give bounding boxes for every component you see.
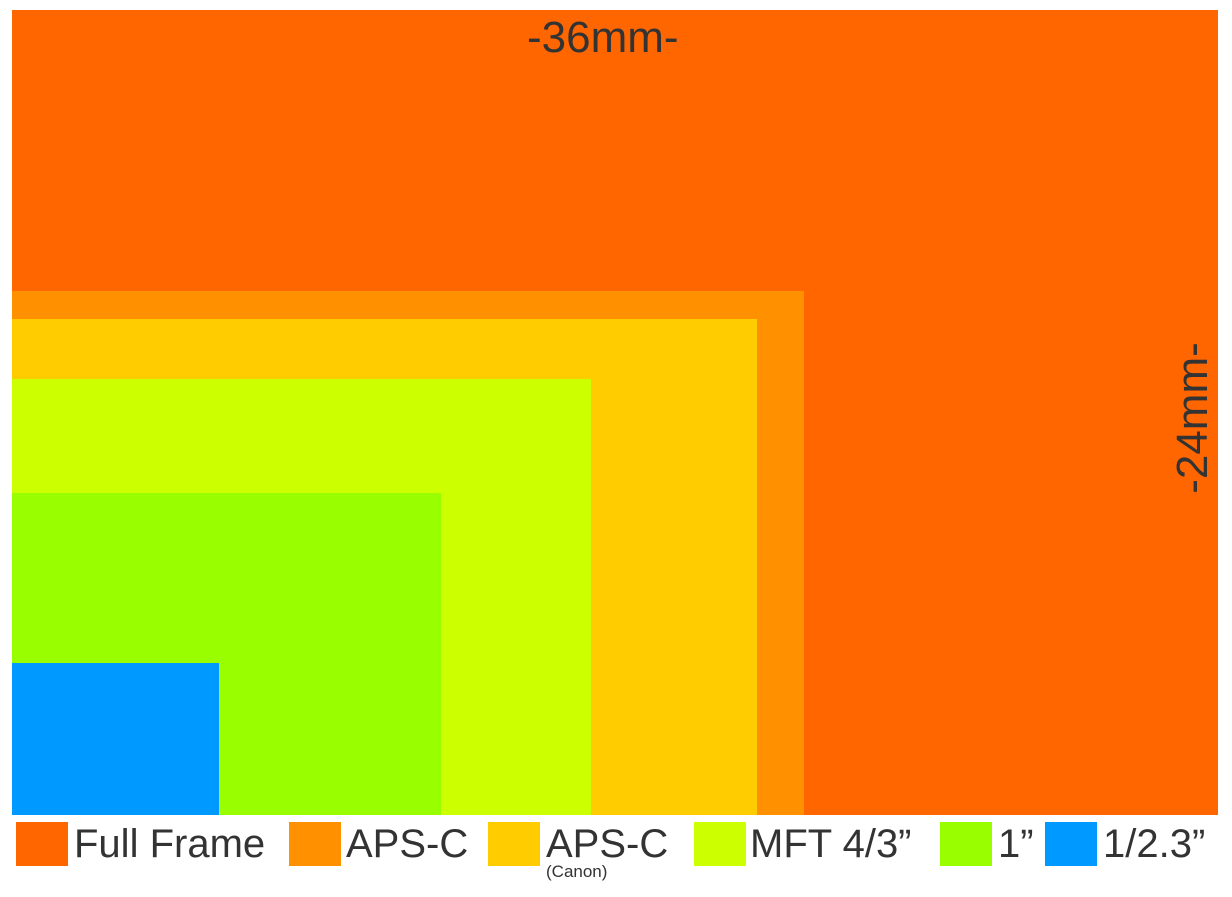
legend-label-full-frame: Full Frame — [74, 822, 266, 866]
one-2-3-inch-sensor — [12, 663, 219, 815]
legend-label-one-2-3-inch: 1/2.3” — [1103, 822, 1206, 866]
legend-swatch-full-frame — [16, 822, 68, 866]
legend-label-aps-c-canon: APS-C — [546, 822, 669, 866]
legend-label-aps-c: APS-C — [346, 822, 469, 866]
legend-sublabel-canon: (Canon) — [546, 862, 608, 881]
width-dimension-label: -36mm- — [527, 13, 679, 62]
legend-swatch-one-inch — [940, 822, 992, 866]
legend-swatch-aps-c — [289, 822, 341, 866]
legend-label-one-inch: 1” — [998, 822, 1034, 866]
legend-swatch-one-2-3-inch — [1045, 822, 1097, 866]
legend-label-mft: MFT 4/3” — [750, 822, 912, 866]
height-dimension-label: -24mm- — [1168, 342, 1217, 494]
legend-swatch-mft — [694, 822, 746, 866]
legend-swatch-aps-c-canon — [488, 822, 540, 866]
